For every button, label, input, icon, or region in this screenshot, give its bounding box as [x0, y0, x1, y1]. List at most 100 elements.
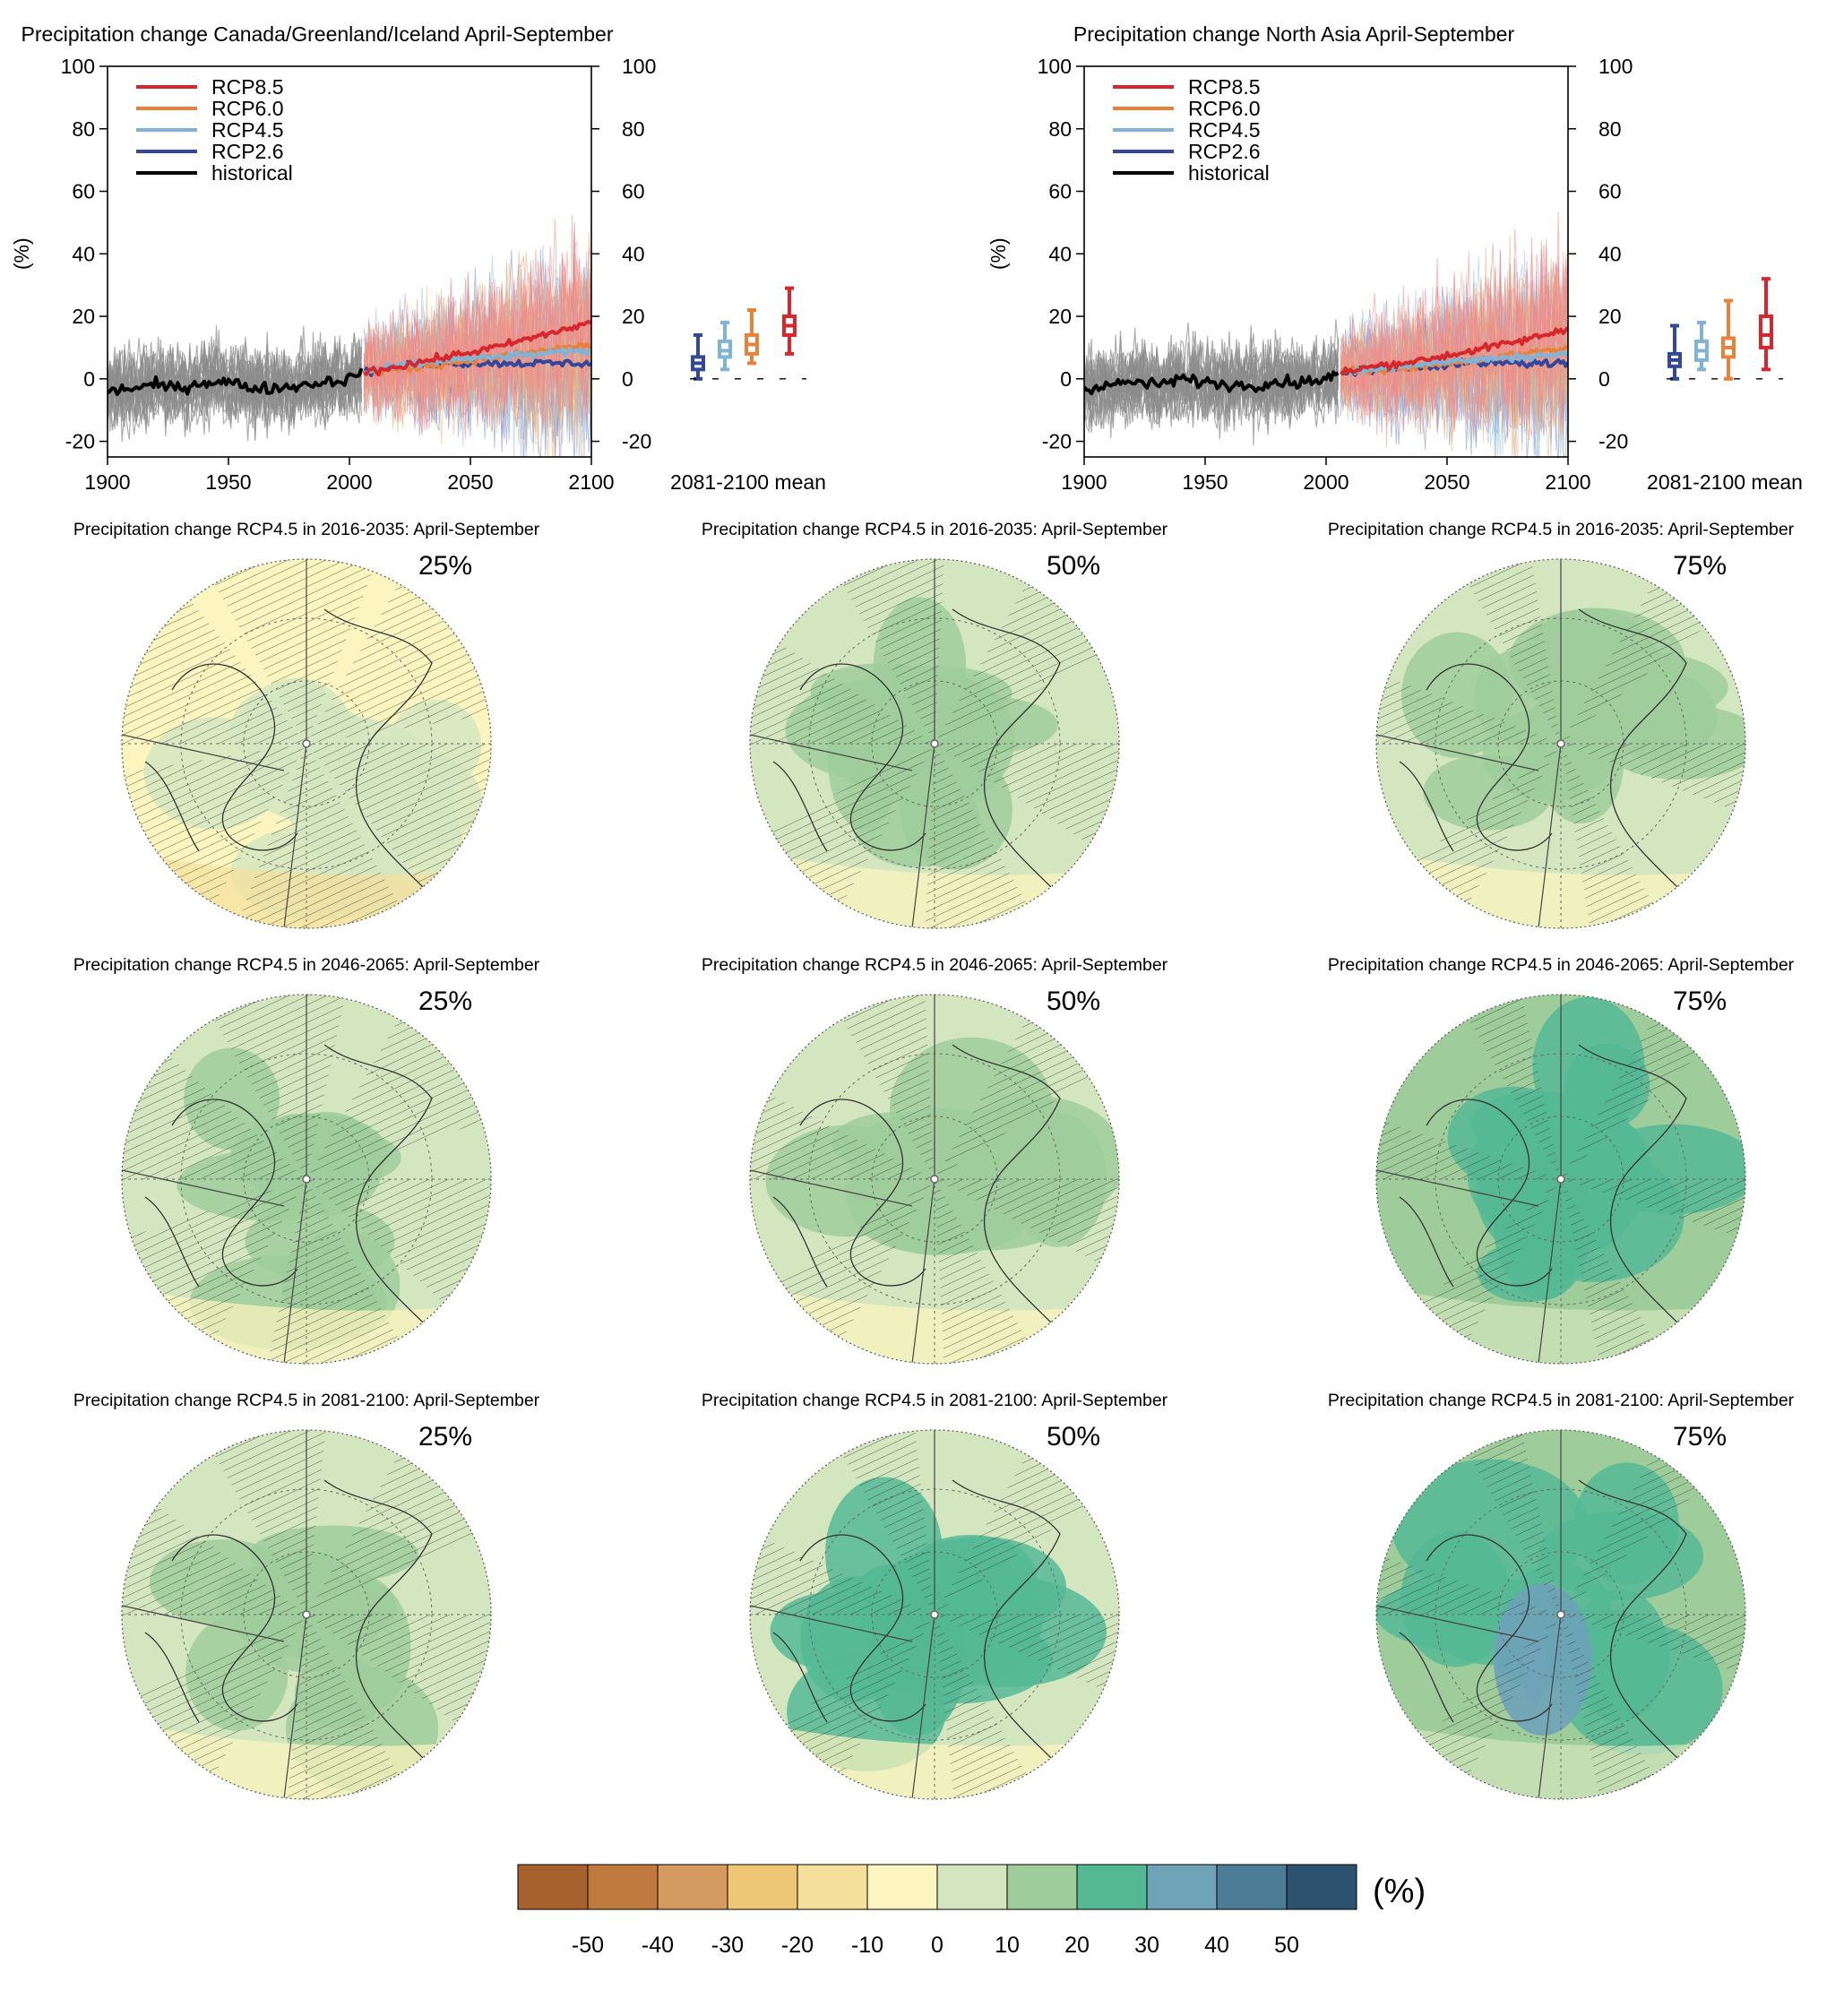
timeseries-panel-2: Precipitation change North Asia April-Se…	[987, 22, 1803, 494]
map-hatching	[306, 1451, 479, 1615]
map-panel-5: Precipitation change RCP4.5 in 2046-2065…	[702, 955, 1168, 1365]
boxplot-label: 2081-2100 mean	[670, 470, 826, 494]
colorbar-swatch	[727, 1864, 798, 1910]
y-tick-label: 80	[1048, 117, 1072, 141]
y-tick-label-right: 20	[622, 305, 645, 328]
series-mean-rcp45	[1340, 350, 1568, 376]
map-coastline	[1399, 608, 1687, 888]
map-outline	[121, 994, 492, 1365]
map-hatching	[1376, 1555, 1561, 1615]
colorbar-tick-label: 20	[1064, 1933, 1090, 1958]
map-hatching	[306, 1179, 491, 1306]
colorbar-tick-label: 40	[1204, 1933, 1229, 1958]
map-coastline	[772, 1044, 1061, 1323]
map-hatching	[1376, 1120, 1561, 1179]
colorbar-tick-label: -30	[711, 1933, 744, 1958]
boxplot-box	[1759, 314, 1773, 349]
map-hatching	[126, 1179, 306, 1343]
map-panel-7: Precipitation change RCP4.5 in 2081-2100…	[73, 1391, 540, 1800]
map-pole-marker	[302, 1610, 311, 1619]
timeseries-title: Precipitation change North Asia April-Se…	[1073, 22, 1515, 46]
colorbar-tick-label: -20	[781, 1933, 814, 1958]
map-coastline	[144, 608, 433, 888]
x-tick-label: 2000	[1303, 470, 1349, 494]
y-tick-label: 0	[83, 367, 95, 391]
y-tick-label-right: 60	[622, 180, 645, 203]
map-region-border	[1538, 1178, 1562, 1364]
x-tick-label: 1950	[205, 470, 251, 494]
y-tick-label: 60	[72, 180, 95, 203]
y-tick-label: 20	[72, 305, 95, 328]
y-tick-label-right: 100	[1598, 55, 1633, 78]
map-pole-marker	[1556, 739, 1565, 748]
map-title: Precipitation change RCP4.5 in 2016-2035…	[1328, 520, 1795, 539]
colorbar-tick-label: 50	[1274, 1933, 1299, 1958]
legend-label: historical	[211, 161, 293, 185]
historical-model-run	[1084, 319, 1340, 428]
map-percentile-label: 75%	[1673, 1422, 1727, 1452]
map-hatching	[122, 1052, 306, 1179]
x-tick-label: 2000	[326, 470, 372, 494]
map-region-border	[122, 1169, 285, 1207]
map-wet-core	[867, 1583, 966, 1736]
legend-label: historical	[1188, 161, 1270, 185]
map-percentile-label: 25%	[418, 551, 472, 581]
map-hatching	[1420, 1615, 1561, 1779]
colorbar-tick-label: -10	[851, 1933, 883, 1958]
y-tick-label: 100	[61, 55, 95, 78]
map-panel-4: Precipitation change RCP4.5 in 2046-2065…	[73, 955, 540, 1365]
y-tick-label-right: 80	[1598, 117, 1622, 141]
y-tick-label: -20	[1042, 430, 1072, 453]
map-hatching	[211, 1430, 327, 1615]
map-hatching	[1376, 676, 1561, 744]
map-percentile-label: 75%	[1673, 551, 1727, 581]
map-hatching	[1420, 1179, 1561, 1343]
colorbar-swatch	[936, 1864, 1008, 1910]
map-region-border	[1538, 743, 1562, 928]
map-region-border	[122, 734, 285, 771]
map-hatching	[840, 1430, 935, 1615]
map-hatching	[306, 1015, 487, 1179]
plot-area	[1084, 211, 1568, 457]
map-wet-core	[1494, 1148, 1592, 1300]
x-tick-label: 2050	[447, 470, 493, 494]
map-pole-marker	[1556, 1610, 1565, 1619]
y-tick-label-right: 100	[622, 55, 656, 78]
map-region-border	[1538, 1614, 1562, 1799]
y-tick-label-right: 60	[1598, 180, 1622, 203]
legend-label: RCP8.5	[211, 75, 284, 99]
colorbar-swatch	[1216, 1864, 1288, 1910]
map-title: Precipitation change RCP4.5 in 2081-2100…	[73, 1391, 540, 1410]
map-hatching	[750, 1093, 935, 1179]
scenario-model-run	[363, 277, 591, 430]
colorbar-tick-label: 10	[995, 1933, 1020, 1958]
y-tick-label: 100	[1038, 55, 1072, 78]
colorbar-tick-label: -50	[572, 1933, 604, 1958]
map-percentile-label: 50%	[1047, 986, 1100, 1016]
map-hatching	[935, 744, 1119, 847]
map-fill	[1376, 995, 1745, 1364]
series-mean-rcp85	[1339, 326, 1568, 376]
map-fill	[122, 995, 491, 1364]
map-outline	[121, 558, 492, 929]
map-hatching	[1561, 580, 1708, 744]
map-region-border	[1376, 1605, 1539, 1642]
map-hatching	[924, 744, 1030, 928]
colorbar-unit: (%)	[1373, 1873, 1426, 1910]
colorbar-tick-label: 0	[931, 1933, 944, 1958]
colorbar-swatch	[1146, 1864, 1218, 1910]
y-tick-label: -20	[65, 430, 95, 453]
map-hatching	[840, 995, 935, 1179]
map-title: Precipitation change RCP4.5 in 2046-2065…	[73, 955, 540, 975]
map-hatching	[935, 1179, 1030, 1364]
map-hatching	[935, 580, 1104, 744]
map-panel-3: Precipitation change RCP4.5 in 2016-2035…	[1328, 520, 1795, 929]
map-pole-marker	[302, 739, 311, 748]
map-coastline	[144, 1479, 433, 1759]
y-tick-label: 40	[1048, 242, 1072, 265]
y-tick-label-right: 20	[1598, 305, 1622, 328]
series-mean-historical	[1084, 370, 1340, 396]
map-hatching	[286, 1615, 401, 1799]
map-hatching	[935, 1615, 1030, 1799]
